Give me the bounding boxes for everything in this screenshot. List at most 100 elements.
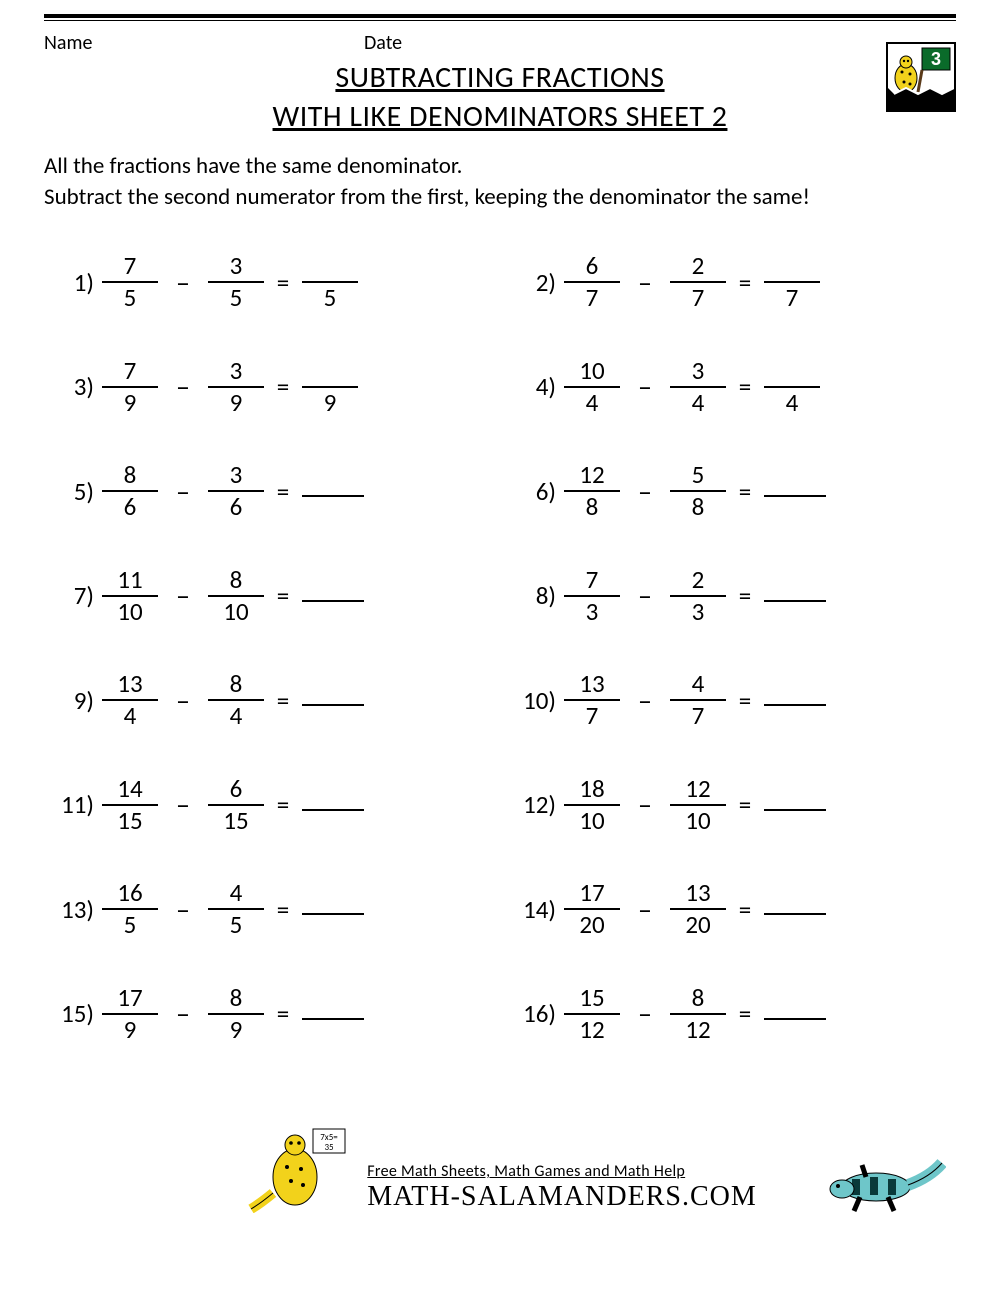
fraction-b: 84	[208, 671, 264, 730]
fraction-a: 79	[102, 358, 158, 417]
denominator: 5	[222, 910, 251, 938]
denominator: 6	[222, 492, 251, 520]
grade-badge: 3	[886, 42, 956, 112]
problem-number: 7)	[44, 580, 102, 611]
problem-row: 2)67–27=.7	[506, 253, 956, 312]
title-line-1: SUBTRACTING FRACTIONS	[44, 59, 956, 96]
numerator: 7	[116, 358, 145, 386]
numerator: 3	[222, 253, 251, 281]
equals-sign: =	[726, 476, 764, 507]
problem-row: 14)1720–1320=	[506, 880, 956, 939]
numerator: 4	[684, 671, 713, 699]
denominator: 20	[571, 910, 612, 938]
denominator: 4	[578, 388, 607, 416]
minus-operator: –	[620, 683, 670, 718]
denominator: 8	[578, 492, 607, 520]
footer-site: MATH-SALAMANDERS.COM	[367, 1181, 756, 1213]
fraction-b: 58	[670, 462, 726, 521]
denominator: 15	[215, 806, 256, 834]
fraction-a: 137	[564, 671, 620, 730]
numerator: 7	[116, 253, 145, 281]
numerator: 13	[109, 671, 150, 699]
worksheet-page: Name Date 3 SUBTRACTING FRACTIONS WITH L…	[0, 0, 1000, 1229]
problem-number: 13)	[44, 894, 102, 925]
minus-operator: –	[158, 683, 208, 718]
denominator: 6	[116, 492, 145, 520]
numerator: 8	[222, 671, 251, 699]
numerator: 2	[684, 567, 713, 595]
fraction-b: 1320	[670, 880, 726, 939]
denominator: 8	[684, 492, 713, 520]
numerator: 13	[677, 880, 718, 908]
denominator: 9	[222, 388, 251, 416]
fraction-b: 36	[208, 462, 264, 521]
numerator: 12	[571, 462, 612, 490]
svg-text:35: 35	[325, 1142, 335, 1153]
problem-row: 11)1415–615=	[44, 776, 494, 835]
problem-number: 3)	[44, 371, 102, 402]
equals-sign: =	[264, 998, 302, 1029]
denominator: 10	[215, 597, 256, 625]
denominator: 10	[677, 806, 718, 834]
denominator: 4	[116, 701, 145, 729]
answer-denominator: 4	[778, 388, 807, 416]
fraction-b: 810	[208, 567, 264, 626]
fraction-a: 73	[564, 567, 620, 626]
answer-blank	[764, 600, 826, 602]
equals-sign: =	[726, 580, 764, 611]
numerator: 6	[222, 776, 251, 804]
fraction-a: 75	[102, 253, 158, 312]
minus-operator: –	[158, 265, 208, 300]
svg-text:3: 3	[931, 49, 941, 69]
numerator: 6	[578, 253, 607, 281]
date-label: Date	[364, 31, 624, 55]
answer-blank	[302, 600, 364, 602]
fraction-b: 34	[670, 358, 726, 417]
fraction-b: 47	[670, 671, 726, 730]
numerator: 11	[109, 567, 150, 595]
numerator: 18	[571, 776, 612, 804]
fraction-b: 89	[208, 985, 264, 1044]
answer-blank	[764, 704, 826, 706]
instruction-line-2: Subtract the second numerator from the f…	[44, 182, 956, 213]
denominator: 5	[116, 283, 145, 311]
fraction-a: 1110	[102, 567, 158, 626]
problem-row: 13)165–45=	[44, 880, 494, 939]
answer-fraction: .7	[764, 253, 820, 312]
problem-number: 10)	[506, 685, 564, 716]
fraction-a: 134	[102, 671, 158, 730]
equals-sign: =	[726, 685, 764, 716]
denominator: 7	[578, 283, 607, 311]
denominator: 5	[222, 283, 251, 311]
problems-grid: 1)75–35=.52)67–27=.73)79–39=.94)104–34=.…	[44, 253, 956, 1043]
problem-row: 15)179–89=	[44, 985, 494, 1044]
footer-lizard-icon	[816, 1149, 946, 1219]
minus-operator: –	[620, 892, 670, 927]
equals-sign: =	[264, 789, 302, 820]
header-row: Name Date	[44, 31, 956, 55]
problem-row: 8)73–23=	[506, 567, 956, 626]
fraction-a: 1415	[102, 776, 158, 835]
answer-blank	[764, 495, 826, 497]
problem-row: 4)104–34=.4	[506, 358, 956, 417]
fraction-b: 812	[670, 985, 726, 1044]
answer-blank	[302, 913, 364, 915]
numerator: 17	[109, 985, 150, 1013]
denominator: 15	[109, 806, 150, 834]
minus-operator: –	[620, 996, 670, 1031]
instruction-line-1: All the fractions have the same denomina…	[44, 151, 956, 182]
denominator: 7	[684, 283, 713, 311]
numerator: 5	[684, 462, 713, 490]
fraction-b: 35	[208, 253, 264, 312]
equals-sign: =	[264, 267, 302, 298]
fraction-b: 23	[670, 567, 726, 626]
fraction-a: 128	[564, 462, 620, 521]
answer-blank	[302, 704, 364, 706]
answer-denominator: 5	[316, 283, 345, 311]
numerator: 3	[684, 358, 713, 386]
minus-operator: –	[620, 578, 670, 613]
minus-operator: –	[158, 892, 208, 927]
numerator: 4	[222, 880, 251, 908]
equals-sign: =	[726, 789, 764, 820]
fraction-a: 67	[564, 253, 620, 312]
